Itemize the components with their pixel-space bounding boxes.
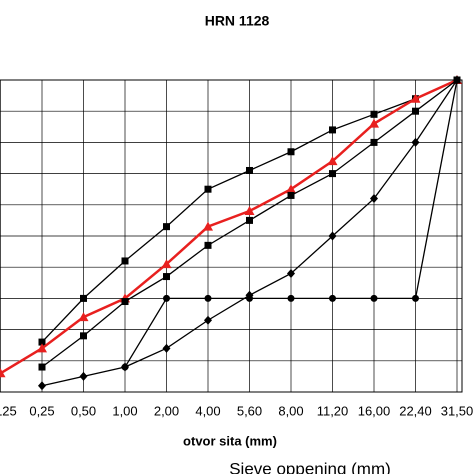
marker <box>410 93 421 103</box>
x-tick-label: 8,00 <box>278 403 303 418</box>
marker <box>287 268 295 278</box>
marker <box>287 294 295 302</box>
marker <box>38 381 46 391</box>
x-tick-label: 11,20 <box>317 403 349 418</box>
marker <box>163 294 170 302</box>
marker <box>370 294 378 302</box>
marker <box>38 338 46 346</box>
marker <box>246 166 253 174</box>
marker <box>453 76 461 84</box>
marker <box>329 126 336 134</box>
marker <box>287 191 295 199</box>
x-tick-label: 31,50 <box>441 403 474 418</box>
marker <box>286 184 296 194</box>
x-tick-label: 5,60 <box>237 403 262 418</box>
marker <box>204 315 212 325</box>
marker <box>79 371 88 381</box>
marker <box>204 294 212 302</box>
marker <box>204 185 212 193</box>
marker <box>327 156 338 166</box>
x-tick-label: 4,00 <box>195 403 220 418</box>
marker <box>0 368 6 378</box>
marker <box>204 241 212 249</box>
marker <box>412 294 419 302</box>
x-tick-label: 2,00 <box>154 403 179 418</box>
marker <box>370 138 378 146</box>
marker <box>203 221 213 231</box>
x-axis-label-en: Sieve oppening (mm) <box>229 459 391 474</box>
marker <box>411 137 420 147</box>
marker <box>80 294 87 302</box>
x-tick-label: 1,00 <box>112 403 137 418</box>
marker <box>162 343 171 353</box>
chart-title: HRN 1128 <box>205 13 270 29</box>
marker <box>121 298 129 306</box>
marker <box>370 194 378 204</box>
x-axis-label: otvor sita (mm) <box>183 433 277 448</box>
plot-frame <box>0 79 463 393</box>
marker <box>163 223 170 231</box>
marker <box>370 110 378 118</box>
marker <box>329 170 336 178</box>
marker <box>161 259 172 269</box>
marker <box>369 118 379 128</box>
marker <box>121 257 129 265</box>
marker <box>246 294 253 302</box>
marker <box>412 107 419 115</box>
marker <box>329 294 336 302</box>
series-line <box>0 78 458 375</box>
x-tick-label: 22,40 <box>399 403 432 418</box>
marker <box>78 312 89 322</box>
marker <box>287 148 295 156</box>
x-tick-label: 16,00 <box>358 403 391 418</box>
marker <box>244 206 255 216</box>
x-tick-label: 0,50 <box>71 403 96 418</box>
marker <box>328 231 337 241</box>
x-tick-label: 0,125 <box>0 403 17 418</box>
marker <box>163 273 170 281</box>
marker <box>80 332 87 340</box>
marker <box>37 343 47 353</box>
marker <box>38 363 46 371</box>
marker <box>246 216 253 224</box>
x-tick-label: 0,25 <box>29 403 54 418</box>
marker <box>121 363 129 371</box>
